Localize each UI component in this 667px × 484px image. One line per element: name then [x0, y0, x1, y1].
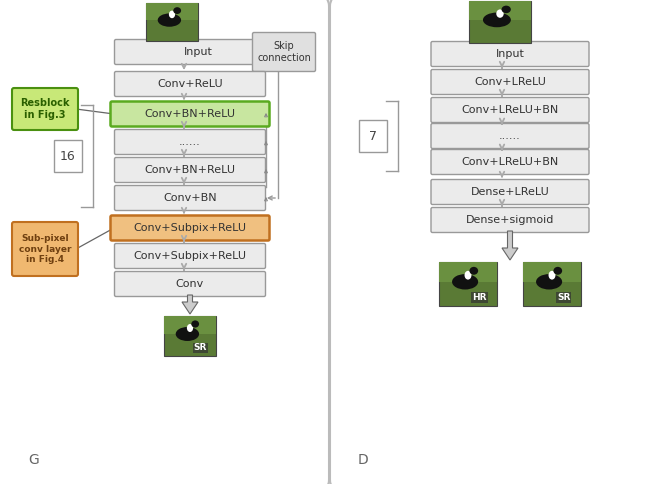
- Ellipse shape: [191, 320, 199, 328]
- FancyBboxPatch shape: [330, 0, 667, 484]
- Ellipse shape: [173, 7, 181, 14]
- Text: Dense+sigmoid: Dense+sigmoid: [466, 215, 554, 225]
- Bar: [146, 3, 198, 20]
- FancyBboxPatch shape: [115, 130, 265, 154]
- Text: HR: HR: [472, 293, 487, 302]
- Text: G: G: [28, 453, 39, 467]
- Ellipse shape: [169, 11, 175, 18]
- FancyBboxPatch shape: [12, 88, 78, 130]
- Bar: [146, 3, 198, 41]
- Text: 7: 7: [369, 130, 377, 142]
- FancyBboxPatch shape: [431, 150, 589, 175]
- Text: Conv+BN+ReLU: Conv+BN+ReLU: [145, 109, 235, 119]
- Polygon shape: [182, 295, 198, 314]
- Ellipse shape: [554, 267, 562, 275]
- FancyBboxPatch shape: [431, 180, 589, 205]
- FancyBboxPatch shape: [431, 208, 589, 232]
- FancyBboxPatch shape: [115, 157, 265, 182]
- Text: Input: Input: [183, 47, 212, 57]
- Text: Conv+ReLU: Conv+ReLU: [157, 79, 223, 89]
- Text: Conv+LReLU+BN: Conv+LReLU+BN: [462, 157, 559, 167]
- FancyBboxPatch shape: [115, 72, 265, 96]
- Text: ......: ......: [499, 131, 521, 141]
- Text: Skip
connection: Skip connection: [257, 41, 311, 63]
- FancyBboxPatch shape: [111, 102, 269, 126]
- Bar: [439, 262, 497, 306]
- FancyBboxPatch shape: [359, 120, 387, 152]
- Text: Dense+LReLU: Dense+LReLU: [471, 187, 550, 197]
- Ellipse shape: [536, 274, 562, 289]
- Ellipse shape: [464, 271, 472, 280]
- Ellipse shape: [470, 267, 478, 275]
- FancyBboxPatch shape: [431, 42, 589, 66]
- Bar: [164, 316, 216, 356]
- Text: Conv+BN+ReLU: Conv+BN+ReLU: [145, 165, 235, 175]
- Ellipse shape: [483, 13, 511, 27]
- Text: Resblock
in Fig.3: Resblock in Fig.3: [20, 98, 70, 120]
- Ellipse shape: [175, 327, 199, 341]
- FancyBboxPatch shape: [115, 243, 265, 269]
- Bar: [469, 1, 531, 43]
- Text: Conv: Conv: [176, 279, 204, 289]
- FancyBboxPatch shape: [431, 97, 589, 122]
- Text: Conv+Subpix+ReLU: Conv+Subpix+ReLU: [133, 223, 247, 233]
- Text: 16: 16: [60, 150, 76, 163]
- Bar: [469, 1, 531, 20]
- Ellipse shape: [496, 9, 504, 18]
- Text: Input: Input: [496, 49, 524, 59]
- FancyBboxPatch shape: [253, 32, 315, 72]
- FancyBboxPatch shape: [115, 272, 265, 297]
- Text: Conv+BN: Conv+BN: [163, 193, 217, 203]
- Text: ......: ......: [179, 137, 201, 147]
- Text: D: D: [358, 453, 369, 467]
- Text: Conv+LReLU: Conv+LReLU: [474, 77, 546, 87]
- Bar: [523, 262, 581, 306]
- FancyBboxPatch shape: [431, 123, 589, 149]
- Ellipse shape: [187, 324, 193, 332]
- FancyBboxPatch shape: [111, 215, 269, 241]
- Polygon shape: [502, 231, 518, 260]
- Text: Conv+Subpix+ReLU: Conv+Subpix+ReLU: [133, 251, 247, 261]
- FancyBboxPatch shape: [0, 0, 329, 484]
- Bar: [523, 262, 581, 282]
- Bar: [439, 262, 497, 282]
- Bar: [164, 316, 216, 334]
- FancyBboxPatch shape: [12, 222, 78, 276]
- Ellipse shape: [502, 6, 511, 13]
- FancyBboxPatch shape: [431, 70, 589, 94]
- Text: Sub-pixel
conv layer
in Fig.4: Sub-pixel conv layer in Fig.4: [19, 234, 71, 264]
- Ellipse shape: [548, 271, 556, 280]
- FancyBboxPatch shape: [54, 140, 82, 172]
- Ellipse shape: [452, 274, 478, 289]
- Text: SR: SR: [193, 344, 207, 352]
- FancyBboxPatch shape: [115, 40, 281, 64]
- Text: Conv+LReLU+BN: Conv+LReLU+BN: [462, 105, 559, 115]
- Text: SR: SR: [557, 293, 570, 302]
- Ellipse shape: [157, 14, 181, 27]
- FancyBboxPatch shape: [115, 185, 265, 211]
